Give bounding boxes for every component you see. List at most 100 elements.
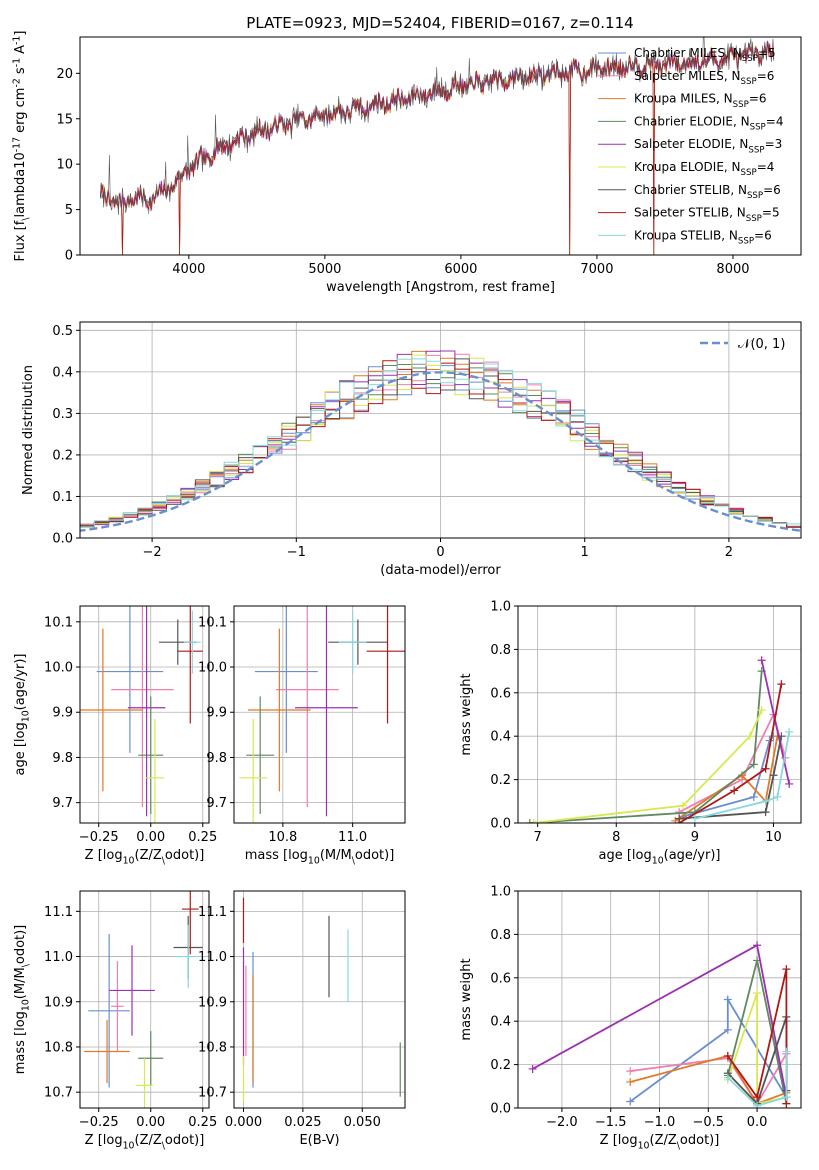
errorbar-point-1 — [111, 606, 174, 808]
y-tick-label: 10.0 — [198, 661, 227, 676]
frame-residuals: −2 −1 0 1 2 0.0 0.1 0.2 0.3 0.4 0.5 (data-model)/er… — [21, 321, 802, 578]
x-axis-label: E(B-V) — [299, 1133, 339, 1148]
x-axis-label: (data-model)/error — [380, 563, 501, 578]
weight-marker — [749, 760, 758, 769]
axes-frame — [233, 890, 406, 1109]
y-tick-label: 0.3 — [52, 407, 73, 422]
errorbar-point-0 — [254, 606, 318, 753]
y-tick-label: 11.1 — [198, 905, 227, 920]
axes-age_vs_mass: 10.8 11.0 9.7 9.8 9.9 10.0 10.1 mass [log10(M/M… — [198, 605, 406, 867]
x-tick-label: −2.0 — [546, 1115, 578, 1130]
y-tick-label: 10.9 — [198, 995, 227, 1010]
weight-marker — [529, 819, 538, 823]
x-tick-label: 0.025 — [284, 1115, 321, 1130]
y-tick-label: 1.0 — [490, 885, 511, 900]
axes-frame — [79, 36, 802, 256]
x-tick-label: 7 — [534, 830, 542, 845]
weight-marker — [679, 801, 688, 810]
y-tick-label: 0.2 — [52, 448, 73, 463]
axes-frame — [79, 321, 802, 539]
frame-age_vs_mass: 10.8 11.0 9.7 9.8 9.9 10.0 10.1 mass [log10(M/M… — [198, 605, 406, 867]
y-tick-label: 15 — [56, 112, 73, 127]
legend-entry: Salpeter MILES, NSSP=6 — [634, 69, 774, 87]
x-tick-label: 9 — [691, 830, 699, 845]
y-tick-label: 10.1 — [44, 615, 73, 630]
x-tick-label: 0.25 — [188, 830, 217, 845]
frame-weight_vs_Z: −2.0 −1.5 −1.0 −0.5 0.0 0.0 0.2 0.4 0.6 0.8 1.0 Z [… — [459, 885, 802, 1152]
weight-marker — [626, 1067, 635, 1076]
weight-series-7 — [723, 965, 791, 1108]
y-axis-label: Normed distribution — [21, 365, 36, 495]
x-tick-label: −0.5 — [693, 1115, 725, 1130]
x-tick-label: 0.00 — [136, 1115, 165, 1130]
legend-entry: 𝒩(0, 1) — [738, 337, 785, 352]
x-tick-label: −1.5 — [595, 1115, 627, 1130]
y-tick-label: 0 — [65, 249, 73, 264]
weight-marker — [723, 1051, 732, 1060]
weight-marker — [761, 764, 770, 773]
y-tick-label: 9.9 — [52, 706, 73, 721]
frame-mass_vs_EBV: 0.000 0.025 0.050 10.7 10.8 10.9 11.0 11.1 E(B-V… — [198, 890, 406, 1148]
y-tick-label: 10.8 — [44, 1040, 73, 1055]
frame-mass_vs_Z: −0.25 0.00 0.25 10.7 10.8 10.9 11.0 11.1 Z [log1… — [13, 890, 217, 1152]
x-axis-label: mass [log10(M/M\odot)] — [245, 848, 395, 867]
weight-series-4 — [757, 656, 794, 788]
weight-series-7 — [675, 680, 786, 823]
y-tick-label: 11.0 — [198, 950, 227, 965]
weight-marker — [723, 1073, 732, 1082]
axes-frame — [233, 605, 406, 824]
errorbar-point-7 — [366, 606, 405, 724]
errorbar-point-3 — [138, 696, 164, 814]
y-tick-label: 10.7 — [198, 1086, 227, 1101]
errorbar-point-5 — [145, 719, 165, 823]
x-tick-label: 10.8 — [268, 830, 297, 845]
y-tick-label: 0.5 — [52, 324, 73, 339]
y-tick-label: 0.2 — [490, 773, 511, 788]
y-tick-label: 9.8 — [206, 751, 227, 766]
weight-marker — [761, 808, 770, 817]
y-tick-label: 0.0 — [52, 532, 73, 547]
errorbar-point-1 — [111, 961, 124, 1052]
y-tick-label: 9.7 — [206, 796, 227, 811]
spectrum-legend: Chabrier MILES, NSSP=5 Salpeter MILES, NS… — [598, 46, 783, 247]
weight-marker — [785, 727, 794, 736]
x-tick-label: −1 — [287, 545, 306, 560]
x-axis-label: Z [log10(Z/Z\odot)] — [600, 1133, 720, 1152]
y-tick-label: 9.8 — [52, 751, 73, 766]
weight-marker — [769, 771, 778, 780]
errorbar-point-3 — [246, 696, 275, 814]
y-tick-label: 0.0 — [490, 817, 511, 832]
frame-spectrum: 4000 5000 6000 7000 8000 0 5 10 15 20 wavelength [… — [11, 31, 802, 295]
x-tick-label: 5000 — [308, 262, 341, 277]
legend-entry: Salpeter ELODIE, NSSP=3 — [634, 137, 782, 155]
errorbar-point-7 — [177, 606, 203, 724]
x-tick-label: 0.000 — [225, 1115, 262, 1130]
y-tick-label: 9.9 — [206, 706, 227, 721]
weight-marker — [782, 1093, 791, 1102]
y-axis-label: mass [log10(M/M\odot)] — [13, 925, 32, 1075]
y-axis-label: Flux [f\lambda10-17 erg cm-2 s-1 A-1] — [11, 31, 31, 262]
x-tick-label: 0 — [436, 545, 444, 560]
axes-residuals: −2 −1 0 1 2 0.0 0.1 0.2 0.3 0.4 0.5 (data-model)/er… — [21, 321, 802, 578]
weight-marker — [757, 656, 766, 665]
y-tick-label: 1.0 — [490, 600, 511, 615]
frame-age_vs_Z: −0.25 0.00 0.25 9.7 9.8 9.9 10.0 10.1 Z [log10(Z… — [13, 605, 217, 867]
y-tick-label: 0.4 — [490, 1015, 511, 1030]
plot-area-weight_vs_Z — [528, 941, 791, 1108]
weight-marker — [745, 732, 754, 741]
errorbar-point-7 — [181, 891, 199, 955]
weight-marker — [730, 786, 739, 795]
x-axis-label: Z [log10(Z/Z\odot)] — [85, 848, 205, 867]
plot-area-mass_vs_EBV — [242, 897, 401, 1102]
weight-marker — [723, 1025, 732, 1034]
y-tick-label: 0.1 — [52, 490, 73, 505]
x-tick-label: 7000 — [580, 262, 613, 277]
weight-marker — [753, 1101, 762, 1108]
y-axis-label: mass weight — [459, 673, 474, 755]
y-tick-label: 10.1 — [198, 615, 227, 630]
errorbar-point-0 — [96, 606, 164, 753]
axes-spectrum: 4000 5000 6000 7000 8000 0 5 10 15 20 wavelength [… — [11, 31, 802, 295]
y-tick-label: 0.6 — [490, 686, 511, 701]
x-tick-label: 1 — [581, 545, 589, 560]
x-tick-label: 0.050 — [344, 1115, 381, 1130]
